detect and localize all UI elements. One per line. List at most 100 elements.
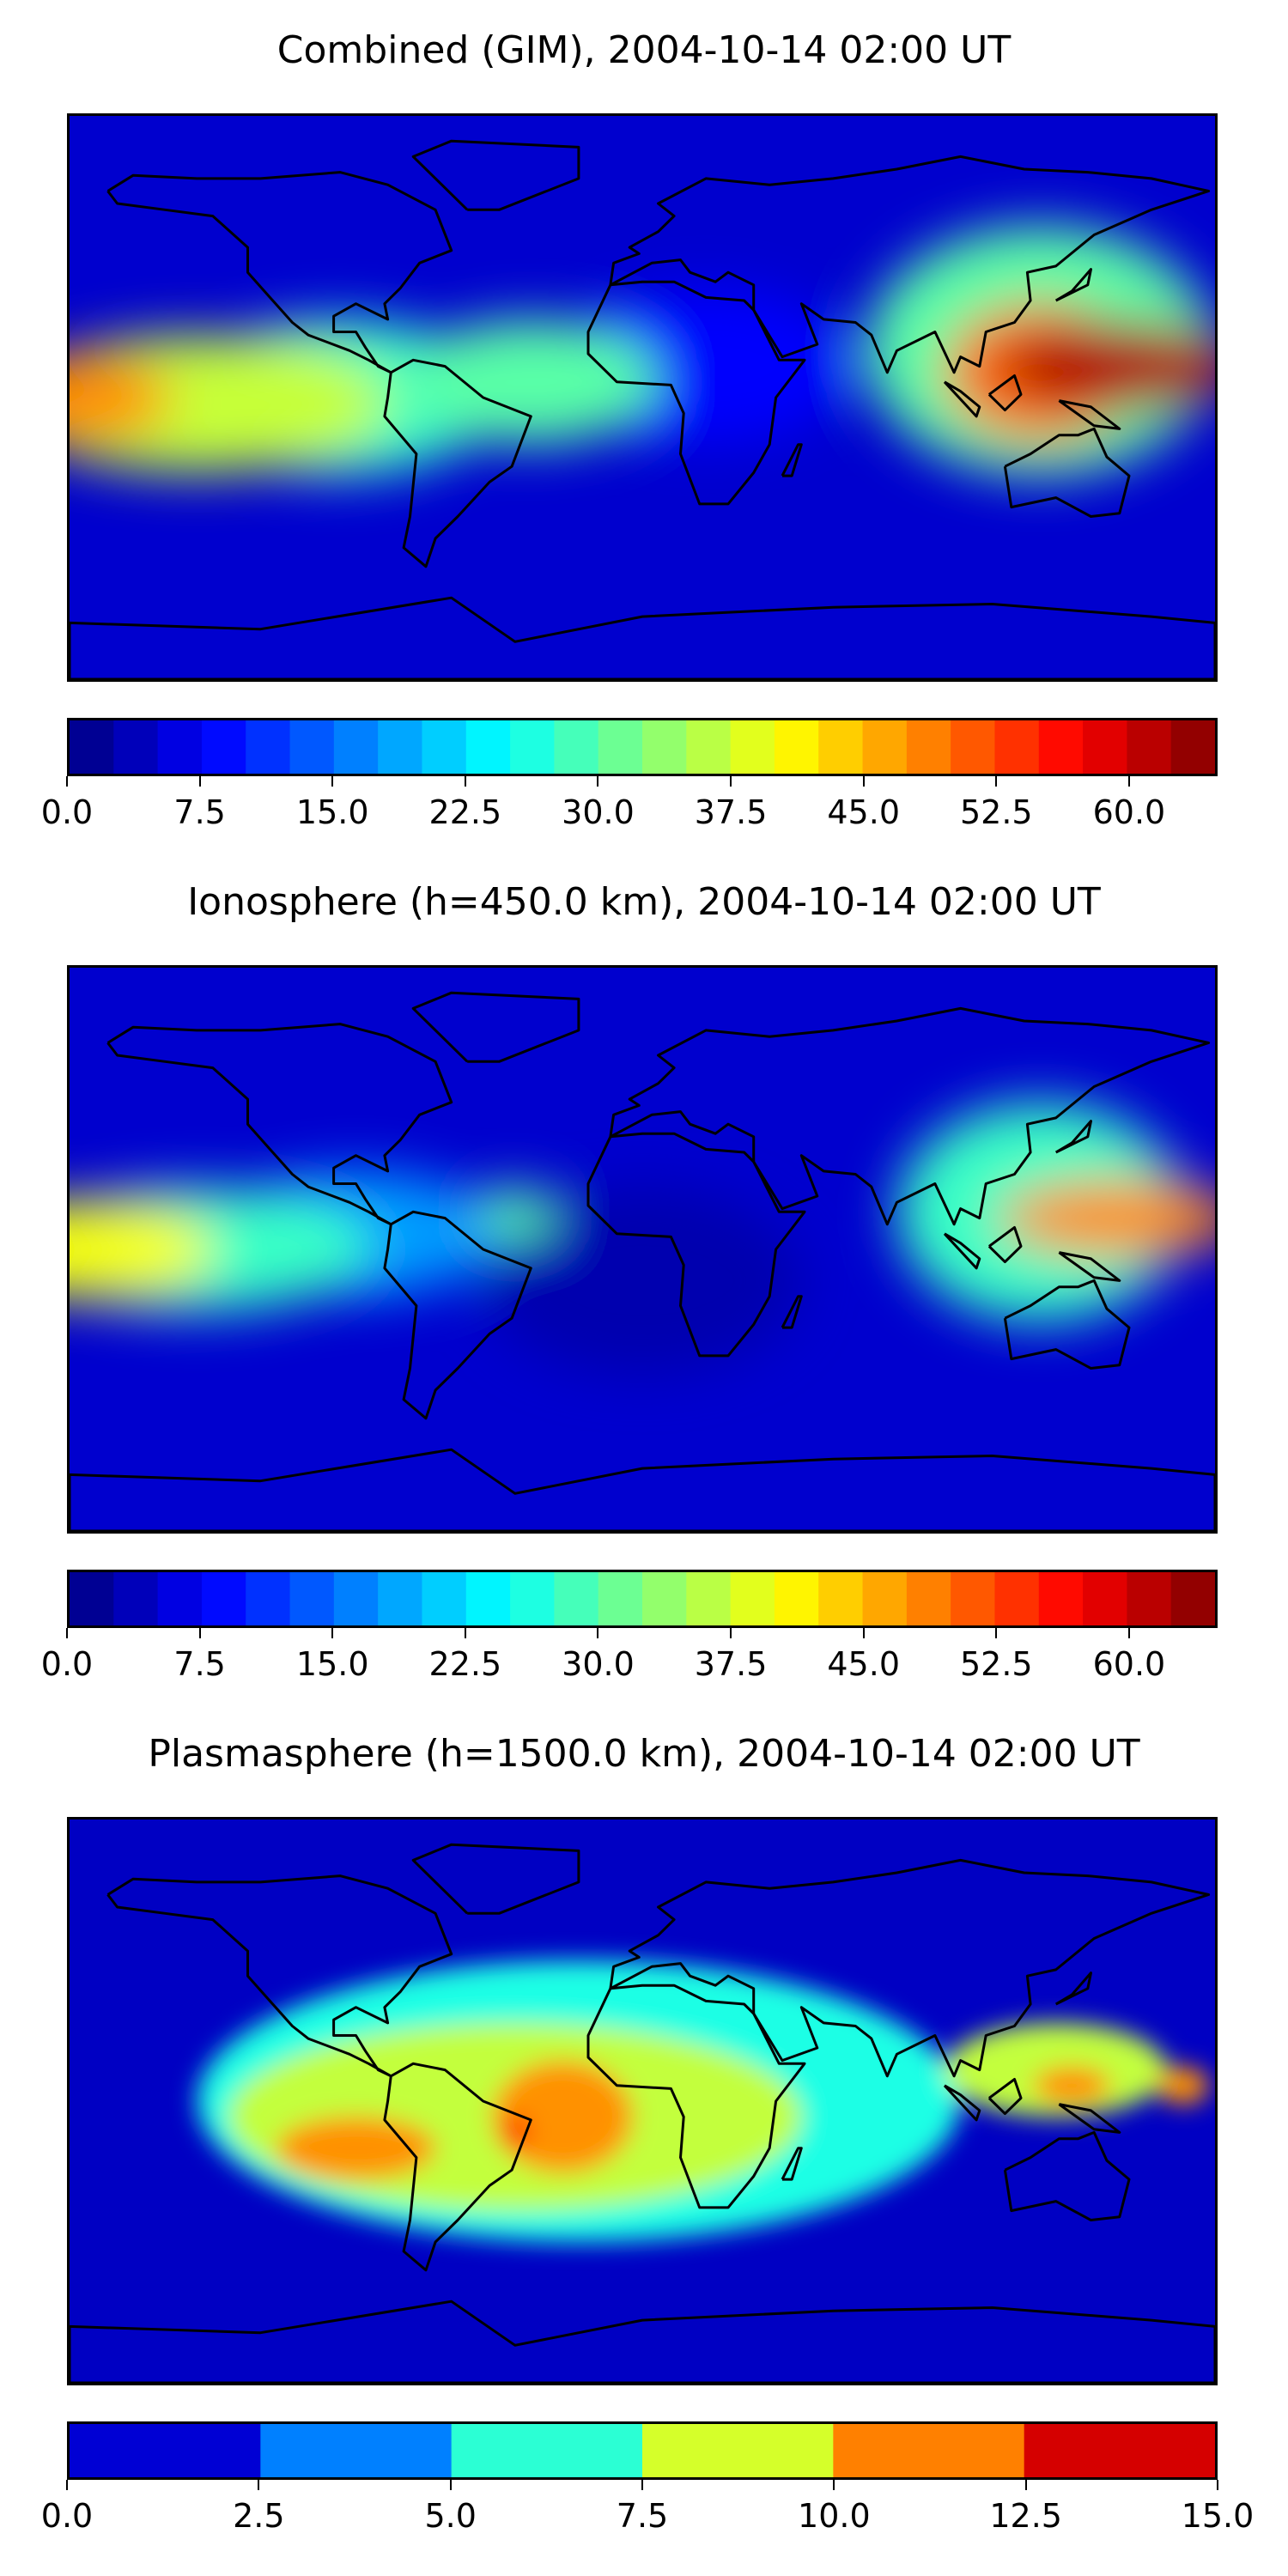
- colorbar-tick-mark: [464, 776, 466, 787]
- colorbar: [67, 2421, 1218, 2480]
- colorbar-segment: [451, 2424, 643, 2477]
- coastline: [781, 2147, 803, 2181]
- coastline: [411, 139, 580, 211]
- colorbar-tick-label: 0.0: [40, 793, 94, 831]
- coastline: [1003, 427, 1131, 518]
- colorbar-tick-label: 22.5: [428, 1645, 502, 1683]
- coastlines: [70, 139, 1215, 679]
- heatmap-blob: [483, 1187, 802, 1375]
- colorbar-segment: [554, 720, 599, 774]
- colorbar-segment: [818, 720, 864, 774]
- coastline: [383, 1210, 532, 1420]
- coastline: [1058, 2103, 1121, 2134]
- colorbar-svg: [70, 2424, 1215, 2477]
- colorbar-tick-mark: [862, 1628, 865, 1638]
- colorbar-tick-mark: [66, 1628, 68, 1638]
- coastline: [943, 380, 981, 418]
- colorbar-segment: [289, 720, 335, 774]
- coastline: [987, 2078, 1023, 2116]
- colorbar-tick-label: 37.5: [694, 1645, 768, 1683]
- coastline: [1003, 1279, 1131, 1370]
- colorbar-tick-mark: [198, 776, 201, 787]
- colorbar-tick-mark: [66, 2480, 68, 2490]
- coastline: [1058, 399, 1121, 430]
- colorbar-segment: [422, 720, 467, 774]
- colorbar-segment: [730, 1572, 775, 1625]
- colorbar-tick-label: 30.0: [562, 793, 635, 831]
- colorbar-tick-label: 0.0: [40, 2497, 94, 2535]
- coastline: [609, 155, 1211, 374]
- colorbar-tick-mark: [597, 776, 599, 787]
- colorbar-segment: [818, 1572, 864, 1625]
- colorbar-svg: [70, 720, 1215, 774]
- colorbar-tick-mark: [1217, 2480, 1218, 2490]
- coastline: [609, 1006, 1211, 1226]
- map-heatmap: [67, 1817, 1218, 2385]
- colorbar-tick-mark: [730, 1628, 732, 1638]
- heatmap-blob: [404, 319, 659, 445]
- colorbar-segment: [113, 1572, 159, 1625]
- colorbar-segment: [642, 2424, 834, 2477]
- chart-title: Plasmasphere (h=1500.0 km), 2004-10-14 0…: [148, 1732, 1140, 1776]
- colorbar-segment: [774, 720, 819, 774]
- map-svg: [70, 1820, 1215, 2383]
- colorbar-segment: [1170, 720, 1215, 774]
- colorbar-tick-mark: [449, 2480, 452, 2490]
- colorbar-ticks: 0.0 7.5 15.0 22.5 30.0 37.5 45.0 52.5 60.0: [41, 1628, 1218, 1683]
- heatmap-blob: [70, 353, 172, 442]
- colorbar-segment: [686, 1572, 732, 1625]
- coastline: [987, 1226, 1023, 1264]
- colorbar-segment: [70, 720, 114, 774]
- colorbar-tick-mark: [66, 776, 68, 787]
- colorbar-segment: [1038, 1572, 1084, 1625]
- colorbar-segment: [598, 720, 643, 774]
- panel-plasmasphere: Plasmasphere (h=1500.0 km), 2004-10-14 0…: [0, 1704, 1288, 2562]
- colorbar-segment: [833, 2424, 1025, 2477]
- map-heatmap: [67, 113, 1218, 682]
- colorbar-tick-label: 45.0: [827, 793, 900, 831]
- coastline: [1003, 2130, 1131, 2221]
- colorbar-segment: [465, 1572, 511, 1625]
- colorbar-segment: [378, 1572, 423, 1625]
- colorbar-segment: [246, 1572, 291, 1625]
- colorbar-segment: [333, 1572, 379, 1625]
- colorbar-segment: [260, 2424, 453, 2477]
- coastline: [70, 2300, 1215, 2383]
- colorbar-segment: [70, 2424, 261, 2477]
- colorbar-segment: [246, 720, 291, 774]
- coastline: [106, 1023, 453, 1226]
- colorbar-tick-label: 15.0: [295, 1645, 369, 1683]
- coastline: [106, 171, 453, 374]
- colorbar-tick-label: 7.5: [173, 793, 226, 831]
- colorbar-tick-label: 2.5: [233, 2497, 285, 2535]
- colorbar-segment: [1127, 720, 1172, 774]
- colorbar-tick-mark: [464, 1628, 466, 1638]
- colorbar-tick-label: 10.0: [798, 2497, 871, 2535]
- colorbar-tick-label: 60.0: [1092, 1645, 1166, 1683]
- colorbar-tick-label: 7.5: [616, 2497, 669, 2535]
- colorbar-segment: [994, 720, 1040, 774]
- colorbar-segment: [70, 1572, 114, 1625]
- coastline: [1058, 1251, 1121, 1282]
- colorbar-segment: [906, 720, 951, 774]
- colorbar-segment: [730, 720, 775, 774]
- coastline: [1054, 268, 1092, 302]
- colorbar-segment: [598, 1572, 643, 1625]
- colorbar-tick-label: 15.0: [1181, 2497, 1255, 2535]
- coastline: [383, 2062, 532, 2272]
- coastline: [70, 1448, 1215, 1531]
- map-svg: [70, 116, 1215, 679]
- colorbar-segment: [289, 1572, 335, 1625]
- coastline: [383, 358, 532, 568]
- coastline: [1054, 1120, 1092, 1154]
- coastline: [943, 2084, 981, 2122]
- coastline: [781, 443, 803, 477]
- colorbar-tick-label: 45.0: [827, 1645, 900, 1683]
- heatmap-blob: [70, 335, 388, 473]
- heatmap-blob: [1033, 2066, 1110, 2105]
- colorbar-tick-label: 22.5: [428, 793, 502, 831]
- colorbar-tick-label: 60.0: [1092, 793, 1166, 831]
- colorbar-svg: [70, 1572, 1215, 1625]
- colorbar-segment: [157, 720, 203, 774]
- colorbar-ticks: 0.0 2.5 5.0 7.5 10.0 12.5 15.0: [41, 2480, 1254, 2535]
